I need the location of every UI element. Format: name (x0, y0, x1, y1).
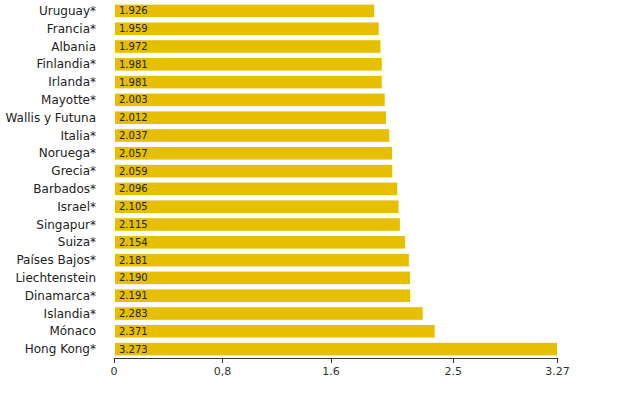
svg-text:Singapur*: Singapur* (36, 218, 96, 232)
svg-text:Israel*: Israel* (57, 200, 96, 214)
svg-text:Uruguay*: Uruguay* (39, 4, 96, 18)
svg-text:Irlanda*: Irlanda* (48, 75, 96, 89)
svg-text:1.981: 1.981 (119, 77, 148, 88)
svg-text:Grecia*: Grecia* (51, 164, 96, 178)
svg-text:2.191: 2.191 (119, 290, 148, 301)
svg-text:Hong Kong*: Hong Kong* (25, 342, 96, 356)
svg-text:Barbados*: Barbados* (33, 182, 96, 196)
svg-text:Finlandia*: Finlandia* (36, 57, 96, 71)
svg-text:1.6: 1.6 (322, 365, 340, 378)
svg-text:2.105: 2.105 (119, 201, 148, 212)
svg-text:Mayotte*: Mayotte* (41, 93, 96, 107)
svg-text:3.27: 3.27 (545, 365, 570, 378)
svg-text:Wallis y Futuna: Wallis y Futuna (5, 111, 96, 125)
svg-text:Suiza*: Suiza* (58, 235, 96, 249)
svg-text:Albania: Albania (51, 40, 96, 54)
svg-text:2.371: 2.371 (119, 326, 148, 337)
svg-text:2.012: 2.012 (119, 112, 148, 123)
svg-text:2.181: 2.181 (119, 255, 148, 266)
svg-text:Francia*: Francia* (47, 22, 96, 36)
svg-text:2.059: 2.059 (119, 166, 148, 177)
svg-text:0,8: 0,8 (214, 365, 232, 378)
svg-text:1.972: 1.972 (119, 41, 148, 52)
svg-text:2.115: 2.115 (119, 219, 148, 230)
svg-text:Islandia*: Islandia* (44, 307, 96, 321)
svg-text:Dinamarca*: Dinamarca* (25, 289, 96, 303)
svg-text:1.959: 1.959 (119, 23, 148, 34)
svg-text:0: 0 (111, 365, 118, 378)
svg-text:2.003: 2.003 (119, 94, 148, 105)
svg-text:Mónaco: Mónaco (49, 324, 96, 338)
svg-text:2.057: 2.057 (119, 148, 148, 159)
svg-text:2.283: 2.283 (119, 308, 148, 319)
svg-text:3.273: 3.273 (119, 344, 148, 355)
svg-text:2.190: 2.190 (119, 272, 148, 283)
svg-text:1.981: 1.981 (119, 59, 148, 70)
svg-text:Liechtenstein: Liechtenstein (15, 271, 96, 285)
svg-text:Países Bajos*: Países Bajos* (16, 253, 96, 267)
svg-text:2.096: 2.096 (119, 183, 148, 194)
svg-text:2.154: 2.154 (119, 237, 148, 248)
svg-text:Italia*: Italia* (60, 129, 96, 143)
svg-text:Noruega*: Noruega* (39, 146, 96, 160)
svg-text:1.926: 1.926 (119, 5, 148, 16)
svg-text:2.037: 2.037 (119, 130, 148, 141)
svg-text:2.5: 2.5 (444, 365, 462, 378)
